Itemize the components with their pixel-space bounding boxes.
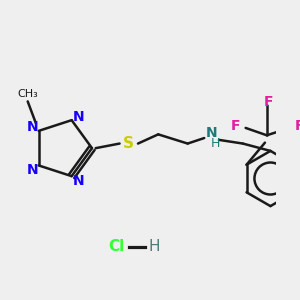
Text: Cl: Cl (109, 239, 125, 254)
Text: N: N (72, 174, 84, 188)
Text: N: N (26, 120, 38, 134)
Text: CH₃: CH₃ (17, 89, 38, 99)
Text: F: F (295, 119, 300, 133)
Text: S: S (123, 136, 134, 151)
Text: F: F (231, 119, 240, 133)
Text: F: F (264, 95, 273, 109)
Text: N: N (72, 110, 84, 124)
Text: N: N (26, 163, 38, 177)
Text: H: H (149, 239, 160, 254)
Text: H: H (211, 137, 220, 150)
Text: N: N (206, 126, 218, 140)
